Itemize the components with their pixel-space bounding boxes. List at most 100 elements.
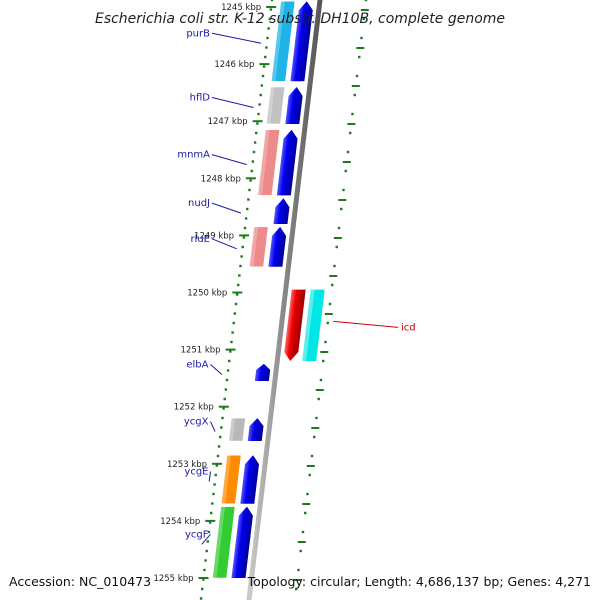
label-layer: 1245 kbp 1246 kbp 1247 kbp 1248 kbp 1249 kbp… xyxy=(153,3,415,584)
gene-label-ycgE[interactable]: ycgE xyxy=(184,467,208,478)
ruler-tick xyxy=(222,407,225,410)
kbp-label: 1253 kbp xyxy=(167,460,207,470)
ruler-tick xyxy=(252,150,256,154)
ruler-tick xyxy=(259,93,262,97)
ruler-tick xyxy=(230,340,233,344)
ruler-tick xyxy=(247,198,250,201)
gene-bar-highlight xyxy=(266,86,275,125)
gene-label-nudJ[interactable]: nudJ xyxy=(188,198,210,209)
ruler-tick xyxy=(210,511,213,515)
gene-bar-highlight xyxy=(249,226,259,267)
gene-leader-line xyxy=(201,533,211,545)
gene-purB[interactable] xyxy=(271,1,313,82)
gene-ycgX[interactable] xyxy=(228,417,265,442)
cds-arrow[interactable] xyxy=(268,226,287,267)
gene-bar[interactable] xyxy=(266,86,285,125)
kbp-label: 1245 kbp xyxy=(221,3,261,13)
ruler-tick xyxy=(204,559,207,562)
ruler-tick xyxy=(328,302,332,306)
gene-label-icd[interactable]: icd xyxy=(401,322,416,333)
ruler-tick xyxy=(232,321,235,325)
kbp-label: 1248 kbp xyxy=(201,174,241,184)
ruler-tick xyxy=(199,597,203,600)
ruler-tick xyxy=(353,93,356,97)
ruler-tick xyxy=(207,530,211,534)
ruler-tick xyxy=(215,464,219,467)
kbp-label: 1250 kbp xyxy=(187,289,227,299)
gene-rluE[interactable] xyxy=(249,226,287,268)
gene-ycgE[interactable] xyxy=(221,454,260,505)
gene-bar-highlight xyxy=(228,418,236,441)
ruler-tick xyxy=(346,150,350,154)
accession-text: Accession: NC_010473 xyxy=(9,574,151,589)
gene-bar[interactable] xyxy=(228,417,246,442)
topology-summary-text: Topology: circular; Length: 4,686,137 bp… xyxy=(247,574,591,589)
ruler-tick xyxy=(342,188,345,192)
ruler-tick xyxy=(243,226,247,230)
ruler-tick xyxy=(268,17,271,21)
ruler-tick xyxy=(250,169,253,173)
ruler-tick xyxy=(349,131,352,135)
gene-bar[interactable] xyxy=(302,289,325,362)
ruler-tick xyxy=(213,483,216,486)
gene-bar[interactable] xyxy=(212,506,236,579)
ruler-tick xyxy=(258,103,261,106)
ruler-tick xyxy=(231,331,234,334)
ruler-tick xyxy=(233,312,237,315)
gene-ycgF[interactable] xyxy=(212,506,254,579)
gene-leader-line xyxy=(211,238,237,250)
cds-arrow[interactable] xyxy=(276,129,299,196)
gene-label-purB[interactable]: purB xyxy=(186,28,210,39)
ruler-tick xyxy=(214,473,217,477)
ruler-tick xyxy=(249,179,252,182)
ruler-tick xyxy=(315,416,318,420)
ruler-tick xyxy=(335,245,338,249)
cds-arrow[interactable] xyxy=(290,1,313,82)
gene-nudJ[interactable] xyxy=(273,198,290,224)
ruler-tick xyxy=(319,378,323,382)
gene-leader-line xyxy=(211,154,247,166)
gene-label-ycgF[interactable]: ycgF xyxy=(185,529,209,540)
right-ruler-track xyxy=(293,0,369,591)
kbp-label: 1246 kbp xyxy=(214,60,254,70)
kbp-label: 1255 kbp xyxy=(153,574,193,584)
gene-leader-line xyxy=(210,421,216,432)
ruler-tick xyxy=(362,17,365,21)
cds-arrow[interactable] xyxy=(283,289,306,362)
ruler-tick xyxy=(223,397,226,401)
gene-hflD[interactable] xyxy=(266,86,303,125)
gene-label-ycgX[interactable]: ycgX xyxy=(184,417,209,428)
ruler-tick xyxy=(355,74,359,78)
gene-label-elbA[interactable]: elbA xyxy=(186,359,208,370)
gene-bar[interactable] xyxy=(249,226,269,268)
ruler-tick xyxy=(201,587,204,591)
gene-label-hflD[interactable]: hflD xyxy=(190,92,211,103)
cds-arrow[interactable] xyxy=(231,506,254,578)
gene-label-rluE[interactable]: rluE xyxy=(190,234,210,245)
gene-bar[interactable] xyxy=(257,129,280,196)
cds-arrow[interactable] xyxy=(247,418,265,441)
ruler-tick xyxy=(246,207,249,211)
gene-leader-line xyxy=(333,320,399,328)
ruler-tick xyxy=(270,0,274,2)
gene-mnmA[interactable] xyxy=(257,129,299,196)
ruler-tick xyxy=(205,549,208,553)
ruler-tick xyxy=(322,359,325,363)
cds-arrow[interactable] xyxy=(254,363,271,382)
gene-leader-line xyxy=(211,97,254,108)
gene-elbA[interactable] xyxy=(254,363,271,382)
ruler-tick xyxy=(308,473,311,477)
ruler-tick xyxy=(203,568,206,572)
cds-arrow[interactable] xyxy=(240,455,260,504)
gene-bar-highlight xyxy=(257,129,270,196)
ruler-tick xyxy=(206,540,210,543)
gene-bar[interactable] xyxy=(271,1,296,82)
cds-arrow[interactable] xyxy=(285,86,303,125)
ruler-tick xyxy=(255,131,258,135)
ruler-tick xyxy=(221,416,224,420)
cds-arrow[interactable] xyxy=(273,198,290,224)
gene-bar[interactable] xyxy=(221,454,242,505)
gene-icd[interactable] xyxy=(283,289,325,362)
gene-label-mnmA[interactable]: mnmA xyxy=(177,150,210,161)
ruler-layer xyxy=(198,0,369,600)
